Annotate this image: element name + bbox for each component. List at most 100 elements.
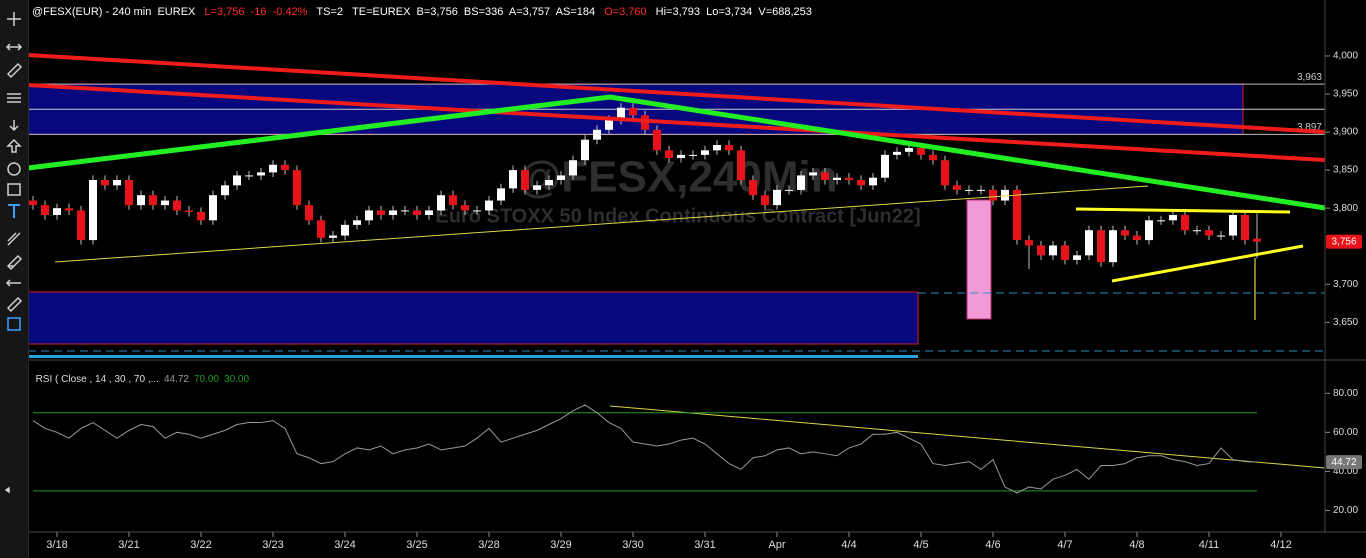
candle-body: [665, 150, 673, 158]
header-item: TS=2: [316, 6, 344, 18]
candle-body: [329, 235, 337, 238]
candle-body: [1193, 230, 1201, 232]
x-tick-label: Apr: [768, 539, 785, 551]
candle-body: [53, 208, 61, 215]
rect-tool[interactable]: [7, 183, 21, 196]
candle-body: [173, 200, 181, 211]
x-tick-label: 3/18: [46, 539, 67, 551]
chart-header: @FESX(EUR) - 240 min EUREX L=3,756 -16 -0…: [32, 6, 821, 18]
trendline: [1075, 207, 1291, 214]
candle-body: [977, 189, 985, 191]
eraser-tool[interactable]: [6, 254, 23, 271]
collapse-tool[interactable]: [4, 486, 10, 494]
candle-body: [41, 205, 49, 215]
up-arrow-tool[interactable]: [6, 138, 22, 153]
candle-body: [941, 160, 949, 186]
candle-body: [1049, 245, 1057, 256]
candle-body: [845, 177, 853, 180]
candle-body: [437, 195, 445, 211]
trendline: [27, 53, 1326, 134]
candle-body: [401, 210, 409, 212]
arrow-tool[interactable]: [9, 120, 19, 132]
candle-body: [89, 180, 97, 241]
candle-body: [893, 151, 901, 155]
candle-body: [257, 172, 265, 176]
candle-body: [965, 189, 973, 191]
trendline: [27, 83, 1326, 162]
candle-body: [521, 170, 529, 190]
text-tool[interactable]: [8, 204, 20, 218]
rsi-trendline: [609, 405, 1326, 469]
crosshair-tool[interactable]: [7, 12, 21, 26]
rsi-level-label: 70.00: [193, 374, 220, 385]
candle-body: [425, 210, 433, 215]
candle-body: [245, 175, 253, 177]
candle-body: [785, 189, 793, 191]
lines-tool[interactable]: [7, 93, 21, 103]
candle-body: [413, 210, 421, 215]
candle-body: [1157, 220, 1165, 222]
pen-tool[interactable]: [6, 296, 23, 313]
candle-body: [725, 145, 733, 151]
candle-body: [1181, 215, 1189, 231]
rsi-line: [32, 404, 1258, 494]
candle-body: [737, 150, 745, 180]
candle-body: [653, 129, 661, 151]
toolbar-icons: [4, 12, 23, 494]
candle-body: [293, 170, 301, 206]
x-tick-label: 4/11: [1199, 539, 1220, 551]
candle-body: [557, 175, 565, 180]
x-tick-label: 3/22: [190, 539, 211, 551]
candle-body: [953, 185, 961, 190]
x-tick-label: 4/7: [1057, 539, 1072, 551]
candle-body: [905, 148, 913, 152]
candle-body: [65, 208, 73, 211]
x-tick-label: 3/21: [118, 539, 139, 551]
draw-tool[interactable]: [6, 62, 23, 79]
candle-body: [797, 175, 805, 190]
x-tick-label: 4/8: [1129, 539, 1144, 551]
rsi-current: 44.72: [163, 374, 189, 385]
measure-tool[interactable]: [5, 279, 21, 287]
rsi-header: RSI ( Close , 14 , 30 , 70 ,... 44.72 70.0…: [30, 363, 254, 385]
candle-body: [761, 195, 769, 206]
candle-body: [593, 129, 601, 140]
ellipse-tool[interactable]: [7, 162, 21, 176]
candle-body: [497, 188, 505, 201]
candle-body: [1133, 235, 1141, 241]
candle-body: [569, 160, 577, 176]
candle-body: [29, 200, 37, 206]
y-tick-label: 3,800: [1333, 203, 1358, 214]
header-item: O=3,760: [604, 6, 647, 18]
candle-body: [281, 164, 289, 171]
candle-body: [1145, 220, 1153, 241]
pan-tool[interactable]: [5, 43, 23, 51]
candle-body: [317, 220, 325, 238]
range-bar: [28, 355, 918, 358]
candle-body: [161, 200, 169, 206]
candle-body: [713, 145, 721, 151]
candle-body: [773, 189, 781, 206]
candle-body: [509, 170, 517, 189]
price-level-label: 3,897: [1297, 122, 1322, 133]
rsi-current-label: 44.72: [1331, 457, 1356, 468]
candle-body: [341, 224, 349, 236]
x-tick-label: 3/25: [406, 539, 427, 551]
candle-body: [533, 185, 541, 190]
header-item: @FESX(EUR) - 240 min EUREX: [32, 6, 196, 18]
candle-body: [113, 180, 121, 186]
label-tool[interactable]: [7, 317, 21, 331]
x-tick-label: 3/24: [334, 539, 355, 551]
x-tick-label: 3/30: [622, 539, 643, 551]
candle-body: [1109, 230, 1117, 263]
candle-body: [1061, 245, 1069, 260]
candle-body: [1025, 240, 1033, 246]
candle-body: [197, 211, 205, 221]
candle-body: [749, 180, 757, 196]
channel-tool[interactable]: [7, 232, 21, 246]
header-item: TE=EUREX B=3,756 BS=336 A=3,757 AS=184: [352, 6, 596, 18]
rsi-current-box: [1326, 455, 1362, 470]
y-tick-label: 3,700: [1333, 279, 1358, 290]
candle-body: [809, 172, 817, 176]
